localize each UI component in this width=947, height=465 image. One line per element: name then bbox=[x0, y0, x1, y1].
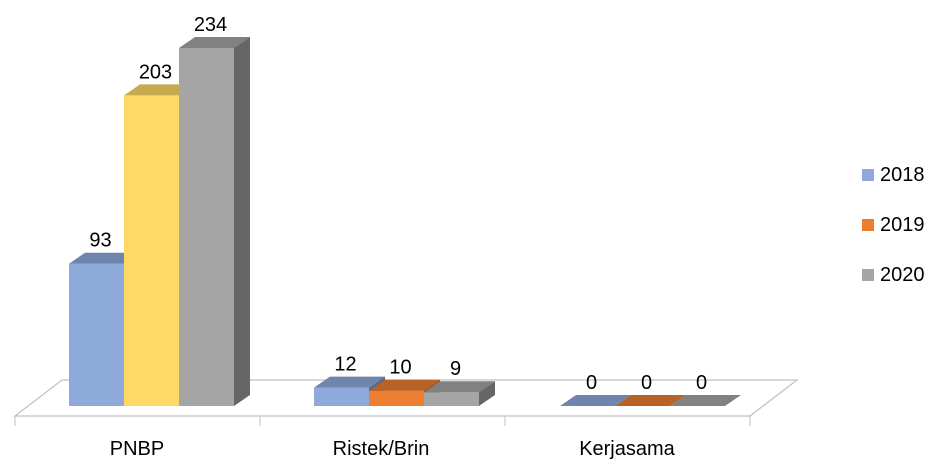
data-label: 9 bbox=[450, 358, 461, 380]
legend-swatch bbox=[862, 219, 874, 231]
data-label: 203 bbox=[139, 61, 172, 83]
bar-front bbox=[314, 388, 369, 406]
bar bbox=[179, 37, 250, 406]
bar bbox=[424, 381, 495, 406]
category-labels: PNBP Ristek/Brin Kerjasama bbox=[110, 438, 676, 460]
data-label: 0 bbox=[641, 372, 652, 394]
category-label: Ristek/Brin bbox=[333, 438, 430, 460]
legend: 2018 2019 2020 bbox=[862, 164, 925, 286]
data-label: 10 bbox=[389, 357, 411, 379]
legend-label: 2020 bbox=[880, 264, 925, 286]
data-label: 0 bbox=[586, 372, 597, 394]
data-label: 0 bbox=[696, 372, 707, 394]
bar-front bbox=[424, 392, 479, 406]
legend-swatch bbox=[862, 169, 874, 181]
bar-front bbox=[179, 48, 234, 406]
legend-label: 2019 bbox=[880, 214, 925, 236]
legend-label: 2018 bbox=[880, 164, 925, 186]
category-axis bbox=[15, 416, 750, 426]
category-label: Kerjasama bbox=[579, 438, 675, 460]
bar-front bbox=[69, 264, 124, 406]
bar-front bbox=[369, 391, 424, 406]
bars bbox=[69, 37, 741, 406]
category-label: PNBP bbox=[110, 438, 164, 460]
data-label: 234 bbox=[194, 14, 227, 36]
bar-front bbox=[124, 95, 179, 406]
bar-side bbox=[234, 37, 250, 406]
data-label: 12 bbox=[334, 354, 356, 376]
legend-swatch bbox=[862, 269, 874, 281]
data-label: 93 bbox=[89, 230, 111, 252]
